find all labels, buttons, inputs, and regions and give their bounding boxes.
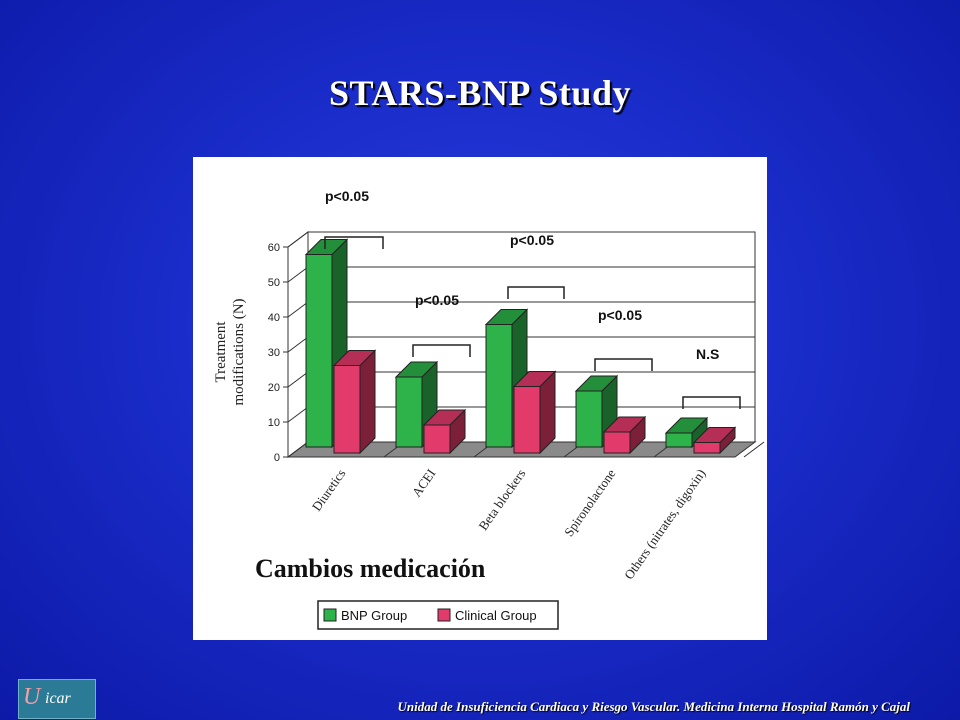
significance-bracket (507, 286, 565, 299)
gridline-side (287, 301, 309, 318)
y-tick-label: 40 (268, 312, 280, 324)
bar-front (485, 324, 513, 448)
y-tick-label: 50 (268, 277, 280, 289)
y-tick-label: 60 (268, 242, 280, 254)
gridline-side (287, 371, 309, 388)
y-axis-label-line2: modifications (N) (231, 298, 247, 405)
bar-top (484, 309, 529, 325)
significance-label: N.S (696, 346, 719, 362)
chart-figure: 0 10 20 30 40 50 60 Treatment modifications (N) D… (193, 157, 767, 640)
legend-label: BNP Group (341, 608, 407, 623)
category-label: ACEI (409, 466, 439, 499)
significance-label: p<0.05 (325, 188, 369, 204)
gridline-side (287, 406, 309, 423)
bar-front (333, 365, 361, 454)
category-label: Beta blockers (475, 466, 528, 533)
overlay-label: Cambios medicación (255, 554, 486, 583)
bar-top (602, 416, 647, 433)
legend-swatch (323, 608, 337, 622)
bar-top (512, 371, 557, 387)
bar-front (575, 390, 603, 448)
slide-title: STARS-BNP Study (329, 73, 631, 113)
bar-front (513, 386, 541, 454)
legend-label: Clinical Group (455, 608, 537, 623)
bar-front (665, 432, 693, 448)
gridline-side (287, 336, 309, 353)
bar-top (664, 417, 709, 434)
bar-front (395, 376, 423, 448)
floor-divider (743, 441, 765, 458)
category-label: Diuretics (309, 466, 349, 514)
bar-front (305, 254, 333, 448)
y-tick-label: 10 (268, 417, 280, 429)
bar-chart: 0 10 20 30 40 50 60 Treatment modifications (N) D… (213, 188, 765, 630)
footer-text: Unidad de Insuficiencia Cardiaca y Riesg… (397, 699, 910, 714)
bar-top (394, 361, 439, 378)
gridline-side (287, 231, 309, 248)
significance-bracket (412, 344, 471, 357)
significance-bracket (682, 396, 741, 409)
significance-label: p<0.05 (510, 232, 554, 248)
y-axis-label-line1: Treatment (213, 321, 229, 383)
legend-swatch (437, 608, 451, 622)
significance-label: p<0.05 (415, 292, 459, 308)
significance-label: p<0.05 (598, 307, 642, 323)
bar-side (359, 349, 376, 455)
bar-top (332, 350, 377, 366)
y-tick-label: 0 (274, 452, 280, 464)
bar-front (693, 442, 721, 454)
significance-bracket (594, 358, 653, 371)
bar-top (304, 239, 349, 255)
bar-top (422, 409, 467, 426)
bar-front (603, 431, 631, 454)
logo-text: icar (45, 690, 71, 707)
bar-top (692, 427, 737, 443)
y-tick-label: 20 (268, 382, 280, 394)
gridline-side (287, 266, 309, 283)
icar-logo: U icar (18, 679, 96, 719)
bar-front (423, 424, 451, 454)
category-label: Spironolactone (561, 466, 619, 539)
logo-mark: U (23, 684, 41, 710)
significance-bracket (324, 236, 384, 249)
category-label: Others (nitrates, digoxin) (621, 466, 708, 582)
gridline-side (287, 441, 309, 458)
y-tick-label: 30 (268, 347, 280, 359)
bar-top (574, 375, 619, 392)
